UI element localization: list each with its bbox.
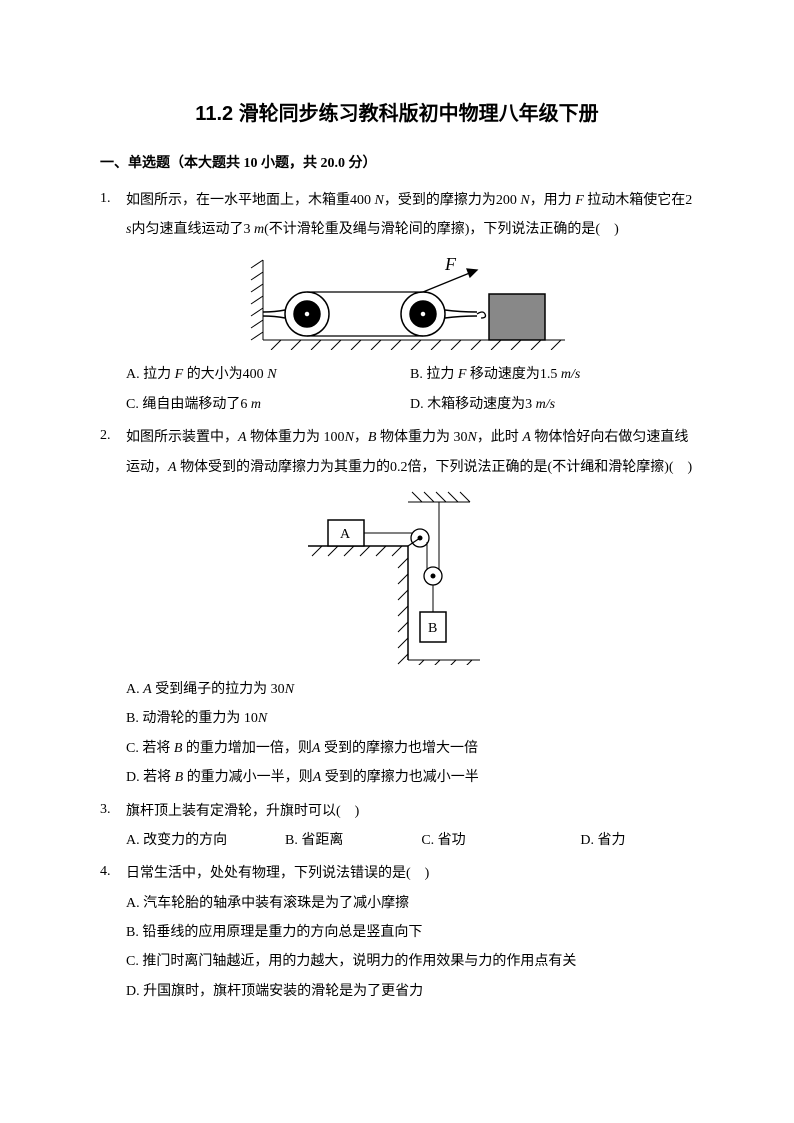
option-a: A. 改变力的方向	[126, 826, 285, 855]
option-a: A. 汽车轮胎的轴承中装有滚珠是为了减小摩擦	[126, 889, 694, 918]
question-3: 3. 旗杆顶上装有定滑轮，升旗时可以( ) A. 改变力的方向 B. 省距离 C…	[100, 797, 694, 856]
figure-1: F	[126, 252, 694, 350]
section-header: 一、单选题（本大题共 10 小题，共 20.0 分）	[100, 151, 694, 178]
option-b: B. 省距离	[285, 826, 421, 855]
options: A. 改变力的方向 B. 省距离 C. 省功 D. 省力	[126, 826, 694, 855]
block-b-label: B	[428, 621, 437, 636]
question-1: 1. 如图所示，在一水平地面上，木箱重400 N，受到的摩擦力为200 N，用力…	[100, 186, 694, 420]
question-number: 2.	[100, 423, 126, 792]
page-title: 11.2 滑轮同步练习教科版初中物理八年级下册	[100, 95, 694, 133]
option-d: D. 升国旗时，旗杆顶端安装的滑轮是为了更省力	[126, 977, 694, 1006]
option-d: D. 若将 B 的重力减小一半，则A 受到的摩擦力也减小一半	[126, 763, 694, 792]
question-text: 如图所示装置中，A 物体重力为 100N，B 物体重力为 30N，此时 A 物体…	[126, 423, 694, 482]
options: A. A 受到绳子的拉力为 30N B. 动滑轮的重力为 10N C. 若将 B…	[126, 675, 694, 793]
question-number: 1.	[100, 186, 126, 420]
option-d: D. 木箱移动速度为3 m/s	[410, 390, 694, 419]
block-a-label: A	[340, 527, 351, 542]
question-text: 如图所示，在一水平地面上，木箱重400 N，受到的摩擦力为200 N，用力 F …	[126, 186, 694, 245]
force-label: F	[444, 254, 457, 274]
options: A. 汽车轮胎的轴承中装有滚珠是为了减小摩擦 B. 铅垂线的应用原理是重力的方向…	[126, 889, 694, 1007]
option-c: C. 省功	[421, 826, 580, 855]
option-d: D. 省力	[580, 826, 694, 855]
question-number: 4.	[100, 859, 126, 1006]
option-c: C. 绳自由端移动了6 m	[126, 390, 410, 419]
question-text: 旗杆顶上装有定滑轮，升旗时可以( )	[126, 797, 694, 826]
option-c: C. 推门时离门轴越近，用的力越大，说明力的作用效果与力的作用点有关	[126, 947, 694, 976]
question-2: 2. 如图所示装置中，A 物体重力为 100N，B 物体重力为 30N，此时 A…	[100, 423, 694, 792]
figure-2: A B	[126, 490, 694, 665]
question-text: 日常生活中，处处有物理，下列说法错误的是( )	[126, 859, 694, 888]
options: A. 拉力 F 的大小为400 N B. 拉力 F 移动速度为1.5 m/s C…	[126, 360, 694, 419]
option-b: B. 拉力 F 移动速度为1.5 m/s	[410, 360, 694, 389]
option-a: A. A 受到绳子的拉力为 30N	[126, 675, 694, 704]
question-4: 4. 日常生活中，处处有物理，下列说法错误的是( ) A. 汽车轮胎的轴承中装有…	[100, 859, 694, 1006]
question-number: 3.	[100, 797, 126, 856]
option-a: A. 拉力 F 的大小为400 N	[126, 360, 410, 389]
option-b: B. 动滑轮的重力为 10N	[126, 704, 694, 733]
option-c: C. 若将 B 的重力增加一倍，则A 受到的摩擦力也增大一倍	[126, 734, 694, 763]
option-b: B. 铅垂线的应用原理是重力的方向总是竖直向下	[126, 918, 694, 947]
